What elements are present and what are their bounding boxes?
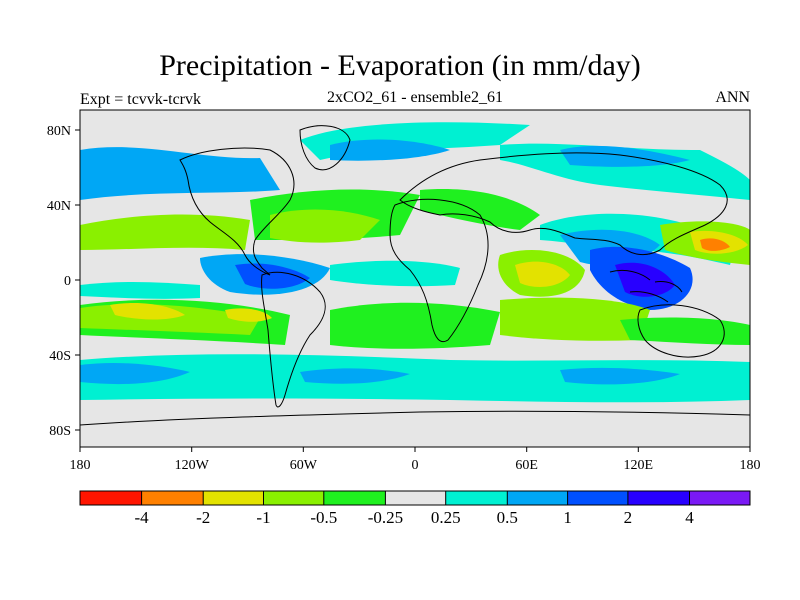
contour-region: [500, 297, 650, 341]
y-tick-label: 40N: [47, 199, 71, 214]
y-tick-label: 80N: [47, 124, 71, 139]
coastline-antarctica: [80, 410, 750, 426]
colorbar-swatch: [689, 491, 750, 505]
colorbar-swatch: [203, 491, 264, 505]
coastline-indonesia: [609, 269, 683, 303]
coastlines: [80, 125, 750, 426]
colorbar-swatch: [385, 491, 446, 505]
colorbar-label: 0.25: [431, 508, 461, 527]
colorbar-label: 0.5: [497, 508, 518, 527]
season-label: ANN: [715, 89, 750, 106]
colorbar-label: -2: [196, 508, 210, 527]
x-tick-label: 60E: [515, 458, 538, 473]
colorbar-label: -0.25: [368, 508, 403, 527]
contour-region: [420, 189, 540, 230]
contour-region: [515, 261, 570, 287]
contour-region: [225, 308, 272, 322]
colorbar-label: -1: [256, 508, 270, 527]
x-axis: 180 120W 60W 0 60E 120E 180: [70, 447, 761, 473]
contour-region: [80, 354, 750, 403]
y-tick-label: 0: [64, 274, 71, 289]
y-tick-label: 80S: [49, 424, 71, 439]
coastline-south-america: [261, 271, 326, 408]
contour-region: [330, 260, 460, 287]
chart-title: Precipitation - Evaporation (in mm/day): [159, 49, 641, 82]
colorbar-label: -4: [135, 508, 150, 527]
contour-region: [80, 214, 250, 250]
coastline-north-america: [179, 147, 295, 276]
contour-region: [235, 263, 310, 289]
chart-subtitle: 2xCO2_61 - ensemble2_61: [327, 89, 503, 106]
contour-region: [80, 281, 200, 299]
colorbar-swatch: [323, 491, 386, 505]
colorbar: -4 -2 -1 -0.5 -0.25 0.25 0.5 1 2 4: [79, 490, 751, 527]
contour-region: [330, 302, 500, 349]
colorbar-label: -0.5: [310, 508, 337, 527]
y-axis: 80N 40N 0 40S 80S: [47, 124, 80, 439]
contour-region: [620, 317, 750, 345]
x-tick-label: 120E: [624, 458, 654, 473]
colorbar-label: 4: [685, 508, 694, 527]
colorbar-swatch: [445, 491, 508, 505]
map-plot: 180 120W 60W 0 60E 120E 180 80N 40N 0 40…: [47, 109, 761, 473]
x-tick-label: 0: [412, 458, 419, 473]
contour-region: [700, 238, 730, 251]
contour-region: [500, 143, 750, 200]
contour-region: [80, 362, 190, 385]
contour-region: [80, 147, 280, 200]
colorbar-swatch: [627, 491, 690, 505]
y-tick-label: 40S: [49, 349, 71, 364]
colorbar-swatch: [80, 491, 142, 505]
x-tick-label: 180: [70, 458, 91, 473]
contour-region: [270, 209, 380, 243]
coastline-africa: [389, 198, 489, 343]
colorbar-swatch: [567, 491, 628, 505]
experiment-label: Expt = tcvvk-tcrvk: [80, 91, 201, 108]
colorbar-swatch: [141, 491, 204, 505]
colorbar-label: 2: [624, 508, 633, 527]
coastline-greenland: [299, 125, 351, 171]
x-tick-label: 60W: [290, 458, 318, 473]
x-tick-label: 120W: [175, 458, 210, 473]
coastline-eurasia: [399, 152, 728, 256]
x-tick-label: 180: [740, 458, 761, 473]
contour-region: [330, 139, 450, 161]
coastline-australia: [637, 304, 725, 358]
colorbar-swatch: [263, 491, 324, 505]
colorbar-label: 1: [563, 508, 572, 527]
contour-region: [110, 303, 185, 320]
colorbar-swatch: [507, 491, 568, 505]
contour-region: [560, 367, 680, 385]
contour-region: [300, 368, 410, 384]
